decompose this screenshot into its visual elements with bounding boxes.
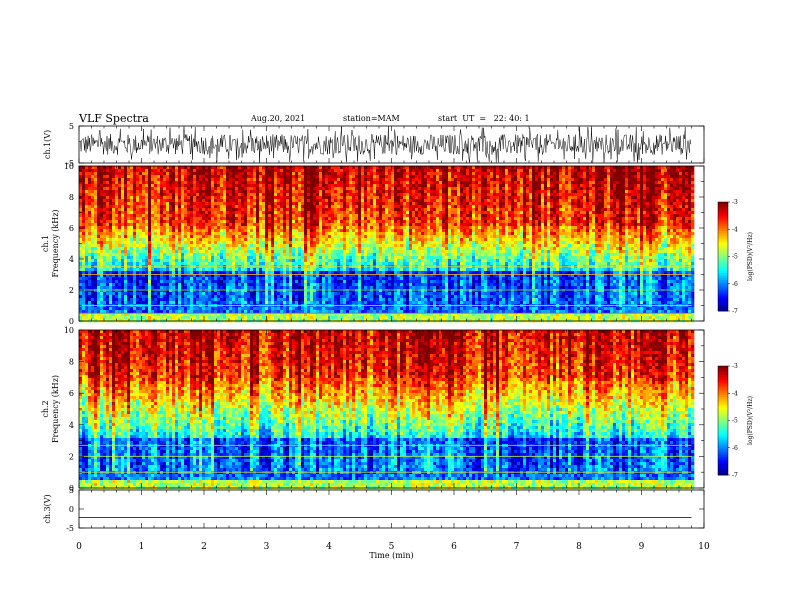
y-tick-label: 0 (69, 317, 74, 326)
station-label: station=MAM (343, 114, 400, 123)
ch2-spectrogram-ylabel: Frequency (kHz) (51, 375, 60, 443)
ch1-spectrogram-ylabel: Frequency (kHz) (51, 209, 60, 277)
x-tick-label: 6 (451, 542, 457, 552)
spectrogram-ch2-image (79, 330, 695, 490)
x-tick-label: 0 (76, 542, 82, 552)
colorbar-tick-label: -3 (732, 199, 738, 206)
start-time-label: start UT = 22: 40: 1 (438, 114, 530, 123)
y-tick-label: -5 (66, 524, 74, 533)
x-tick-label: 4 (326, 542, 332, 552)
x-tick-label: 9 (639, 542, 645, 552)
colorbar-label: log(PSD)(V²/Hz) (747, 232, 754, 281)
figure-title: VLF Spectra (79, 112, 149, 125)
colorbar-tick-label: -5 (732, 254, 738, 261)
y-tick-label: 6 (69, 224, 74, 233)
ch3-ylabel: ch.3(V) (43, 494, 52, 523)
colorbar-tick-label: -7 (732, 308, 738, 315)
x-tick-label: 2 (201, 542, 207, 552)
x-tick-label: 7 (514, 542, 520, 552)
y-tick-label: 8 (69, 193, 74, 202)
colorbar-label: log(PSD)(V²/Hz) (747, 396, 754, 445)
y-tick-label: 10 (64, 326, 74, 335)
y-tick-label: 4 (69, 255, 74, 264)
ch2-spectrogram-ylabel-channel: ch.2 (41, 400, 50, 417)
x-axis-label: Time (min) (369, 551, 413, 560)
y-tick-label: 6 (69, 389, 74, 398)
date-label: Aug.20, 2021 (251, 114, 305, 123)
colorbar-ch1 (718, 202, 728, 312)
colorbar-tick-label: -4 (732, 226, 738, 233)
x-tick-label: 1 (139, 542, 145, 552)
x-tick-label: 10 (698, 542, 710, 552)
colorbar-tick-label: -6 (732, 445, 738, 452)
x-tick-label: 5 (389, 542, 395, 552)
y-tick-label: 5 (69, 122, 74, 131)
panel-frame (78, 489, 705, 529)
y-tick-label: 0 (69, 505, 74, 514)
colorbar-tick-label: -7 (732, 472, 738, 479)
colorbar-tick-label: -4 (732, 390, 738, 397)
y-tick-label: 2 (69, 452, 74, 461)
colorbar-ch2 (718, 366, 728, 476)
y-tick-label: 10 (64, 162, 74, 171)
spectrogram-ch1-image (79, 166, 695, 323)
ch1-spectrogram-ylabel-channel: ch.1 (41, 235, 50, 252)
y-tick-label: 8 (69, 358, 74, 367)
y-tick-label: 4 (69, 421, 74, 430)
y-tick-label: -5 (66, 159, 74, 168)
colorbar-tick-label: -3 (732, 363, 738, 370)
ch1-ylabel: ch.1(V) (43, 130, 52, 159)
y-tick-label: 2 (69, 286, 74, 295)
ch1-waveform-trace (78, 126, 692, 163)
y-tick-label: 5 (69, 486, 74, 495)
y-tick-label: 0 (69, 484, 74, 493)
colorbar-tick-label: -6 (732, 281, 738, 288)
x-tick-label: 3 (264, 542, 270, 552)
colorbar-tick-label: -5 (732, 418, 738, 425)
x-tick-label: 8 (576, 542, 582, 552)
